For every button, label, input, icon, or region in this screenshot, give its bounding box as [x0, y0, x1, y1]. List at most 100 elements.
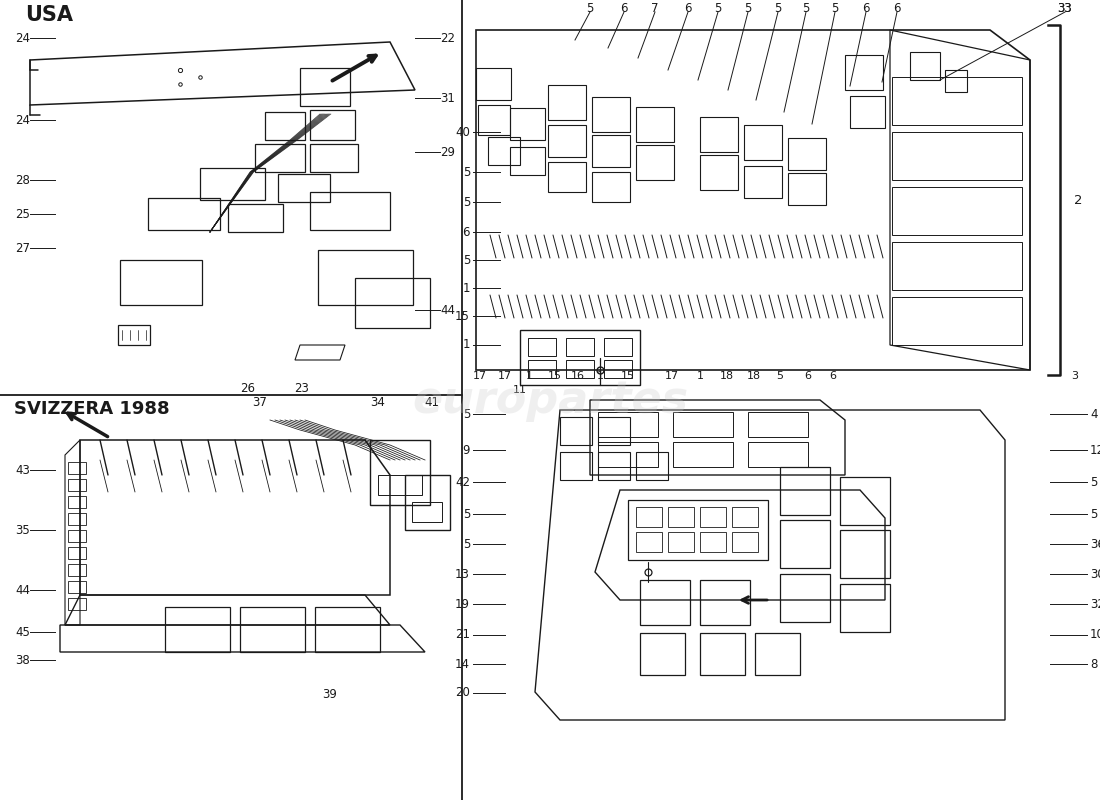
Bar — [68, 513, 86, 525]
Text: 6: 6 — [620, 2, 628, 14]
Bar — [700, 633, 745, 675]
Bar — [892, 297, 1022, 345]
Bar — [315, 607, 379, 652]
Bar — [673, 442, 733, 467]
Text: 1: 1 — [462, 338, 470, 351]
Text: 19: 19 — [455, 598, 470, 610]
Bar — [405, 475, 450, 530]
Text: 33: 33 — [1057, 2, 1072, 14]
Bar — [528, 360, 556, 378]
Text: 20: 20 — [455, 686, 470, 699]
Text: 5: 5 — [586, 2, 594, 14]
Text: 15: 15 — [455, 310, 470, 322]
Bar — [636, 107, 674, 142]
Bar — [165, 607, 230, 652]
Text: 45: 45 — [15, 626, 30, 638]
Bar — [604, 338, 632, 356]
Text: 10: 10 — [1090, 629, 1100, 642]
Bar — [636, 532, 662, 552]
Bar — [528, 338, 556, 356]
Bar — [592, 172, 630, 202]
Text: 15: 15 — [621, 371, 635, 381]
Bar — [488, 137, 520, 165]
Bar — [845, 55, 883, 90]
Bar — [560, 417, 592, 445]
Text: 24: 24 — [15, 31, 30, 45]
Text: 27: 27 — [15, 242, 30, 254]
Text: 5: 5 — [463, 195, 470, 209]
Text: 18: 18 — [747, 371, 761, 381]
Text: 5: 5 — [463, 407, 470, 421]
Bar — [788, 173, 826, 205]
Text: 25: 25 — [15, 207, 30, 221]
Bar — [255, 144, 305, 172]
Bar — [640, 633, 685, 675]
Text: 2: 2 — [1074, 194, 1082, 206]
Bar — [240, 607, 305, 652]
Bar — [668, 507, 694, 527]
Bar — [68, 581, 86, 593]
Bar — [640, 580, 690, 625]
Bar — [370, 440, 430, 505]
Bar — [476, 68, 512, 100]
Bar — [780, 467, 830, 515]
Text: 39: 39 — [322, 687, 338, 701]
Bar — [520, 330, 640, 385]
Bar — [592, 97, 630, 132]
Text: 37: 37 — [253, 397, 267, 410]
Text: 5: 5 — [777, 371, 783, 381]
Bar — [278, 174, 330, 202]
Text: 43: 43 — [15, 463, 30, 477]
Bar — [548, 125, 586, 157]
Text: 6: 6 — [862, 2, 870, 14]
Bar — [310, 192, 390, 230]
Bar — [892, 77, 1022, 125]
Bar — [604, 360, 632, 378]
Text: 9: 9 — [462, 443, 470, 457]
Text: 35: 35 — [15, 523, 30, 537]
Bar — [228, 204, 283, 232]
Bar — [548, 162, 586, 192]
Bar — [892, 187, 1022, 235]
Text: 41: 41 — [425, 397, 440, 410]
Bar — [850, 96, 886, 128]
Text: 33: 33 — [1057, 2, 1072, 14]
Text: 1: 1 — [526, 371, 532, 381]
Text: 40: 40 — [455, 126, 470, 138]
Text: europartes: europartes — [411, 378, 689, 422]
Bar — [310, 110, 355, 140]
Bar — [636, 507, 662, 527]
Text: 4: 4 — [1090, 407, 1098, 421]
Bar — [628, 500, 768, 560]
Text: 5: 5 — [463, 254, 470, 266]
Text: 31: 31 — [440, 91, 455, 105]
Text: SVIZZERA 1988: SVIZZERA 1988 — [14, 400, 169, 418]
Bar — [510, 108, 544, 140]
Text: 5: 5 — [463, 538, 470, 550]
Text: 6: 6 — [829, 371, 836, 381]
Bar — [378, 475, 422, 495]
Bar — [68, 462, 86, 474]
Text: 28: 28 — [15, 174, 30, 186]
Bar — [788, 138, 826, 170]
Text: 5: 5 — [774, 2, 782, 14]
Text: 14: 14 — [455, 658, 470, 670]
Text: 23: 23 — [295, 382, 309, 394]
Bar — [566, 360, 594, 378]
Bar — [945, 70, 967, 92]
Text: 11: 11 — [513, 385, 527, 395]
Bar — [748, 442, 808, 467]
Bar — [148, 198, 220, 230]
Text: 17: 17 — [498, 371, 513, 381]
Text: 5: 5 — [1090, 475, 1098, 489]
Text: 17: 17 — [664, 371, 679, 381]
Text: 29: 29 — [440, 146, 455, 158]
Text: 5: 5 — [463, 507, 470, 521]
Text: 6: 6 — [804, 371, 812, 381]
Text: 5: 5 — [714, 2, 722, 14]
Text: USA: USA — [25, 5, 73, 25]
Bar — [68, 479, 86, 491]
Bar — [840, 477, 890, 525]
Bar — [700, 580, 750, 625]
Bar — [598, 417, 630, 445]
